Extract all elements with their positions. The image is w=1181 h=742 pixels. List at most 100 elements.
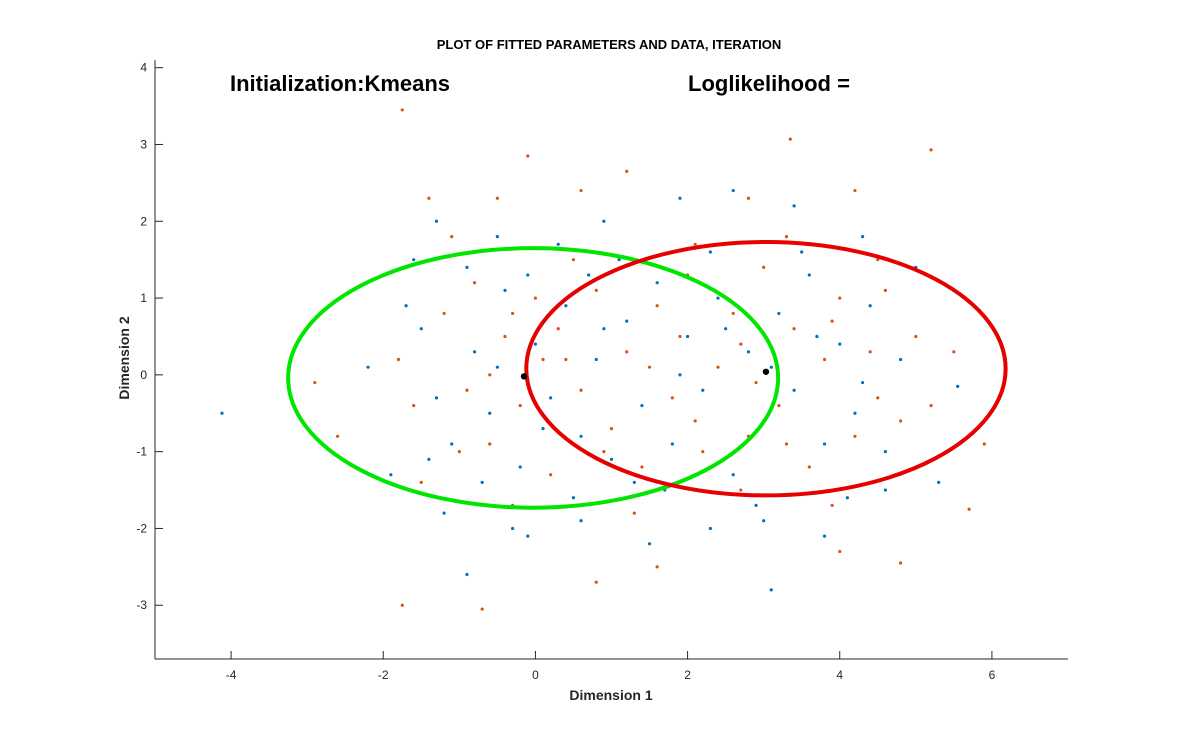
y-tick-label: 1 xyxy=(140,291,147,305)
data-point xyxy=(853,434,857,438)
data-point xyxy=(549,396,553,400)
data-point xyxy=(899,561,903,565)
data-point xyxy=(883,450,888,454)
data-point xyxy=(716,365,720,369)
initialization-annotation: Initialization:Kmeans xyxy=(230,71,450,96)
gaussian-contour-ellipse xyxy=(286,246,781,510)
data-point xyxy=(564,304,568,308)
data-point xyxy=(594,288,598,292)
data-point xyxy=(594,580,598,584)
data-point xyxy=(670,396,674,400)
data-point xyxy=(602,219,606,223)
data-point xyxy=(853,411,857,415)
data-point xyxy=(883,488,888,492)
data-point xyxy=(914,334,918,339)
y-tick-label: 2 xyxy=(140,214,147,228)
data-point xyxy=(860,235,865,239)
data-point xyxy=(556,242,560,246)
data-point xyxy=(868,350,872,354)
data-point xyxy=(701,388,705,392)
data-point xyxy=(472,350,477,354)
x-axis-title: Dimension 1 xyxy=(569,687,652,703)
data-point xyxy=(845,496,849,500)
x-tick-label: -4 xyxy=(226,668,237,682)
data-point xyxy=(929,403,933,408)
data-point xyxy=(396,357,401,362)
data-point xyxy=(503,334,507,339)
data-point xyxy=(860,380,865,385)
data-point xyxy=(488,411,492,415)
data-point xyxy=(427,196,431,200)
data-point xyxy=(533,342,538,346)
data-point xyxy=(495,196,499,200)
data-point xyxy=(815,334,819,339)
data-point xyxy=(708,526,713,531)
data-point xyxy=(602,450,606,454)
data-point xyxy=(899,419,903,423)
data-point xyxy=(510,526,515,531)
data-point xyxy=(549,473,553,477)
x-ticks: -4 -2 0 2 4 6 xyxy=(226,651,996,682)
data-point xyxy=(655,281,659,285)
data-point xyxy=(956,384,960,388)
scatter-points-layer xyxy=(220,108,986,611)
data-point xyxy=(510,311,515,316)
data-point xyxy=(800,250,804,254)
data-point xyxy=(807,465,811,469)
data-point xyxy=(655,565,659,569)
data-point xyxy=(412,403,416,408)
data-point xyxy=(450,442,454,446)
data-point xyxy=(838,549,842,554)
data-point xyxy=(609,457,614,461)
data-point xyxy=(389,473,393,477)
data-point xyxy=(571,496,576,500)
data-point xyxy=(838,342,842,346)
data-point xyxy=(822,357,827,362)
data-point xyxy=(587,273,591,277)
data-point xyxy=(442,511,446,515)
data-point xyxy=(404,304,408,308)
data-point xyxy=(571,258,576,262)
data-point xyxy=(792,204,796,208)
x-tick-label: 4 xyxy=(836,668,843,682)
data-point xyxy=(465,388,469,392)
data-point xyxy=(868,304,872,308)
data-point xyxy=(400,603,404,607)
data-point xyxy=(762,265,766,269)
data-point xyxy=(366,365,370,369)
data-point xyxy=(480,607,484,611)
data-point xyxy=(822,442,827,446)
gaussian-contour-ellipse xyxy=(524,240,1008,498)
data-point xyxy=(883,288,888,292)
data-point xyxy=(655,304,659,308)
data-point xyxy=(640,403,644,408)
data-point xyxy=(724,327,728,331)
data-point xyxy=(693,419,697,423)
data-point xyxy=(792,388,796,392)
data-point xyxy=(952,350,956,354)
data-point xyxy=(625,319,629,323)
data-point xyxy=(762,519,766,523)
data-point xyxy=(693,242,697,246)
data-point xyxy=(640,465,644,469)
data-point xyxy=(746,196,751,200)
data-point xyxy=(457,450,461,454)
data-point xyxy=(556,327,560,331)
x-tick-label: 0 xyxy=(532,668,539,682)
data-point xyxy=(220,411,224,415)
y-tick-label: 3 xyxy=(140,137,147,151)
cluster-mean-marker xyxy=(762,368,770,375)
data-point xyxy=(937,480,941,484)
chart-title: PLOT OF FITTED PARAMETERS AND DATA, ITER… xyxy=(437,37,781,52)
data-point xyxy=(579,188,583,193)
data-point xyxy=(929,148,933,152)
data-point xyxy=(708,250,713,254)
data-point xyxy=(526,273,530,277)
data-point xyxy=(788,137,792,141)
data-point xyxy=(594,357,598,362)
data-point xyxy=(313,380,317,385)
data-point xyxy=(899,357,903,362)
data-point xyxy=(625,350,629,354)
